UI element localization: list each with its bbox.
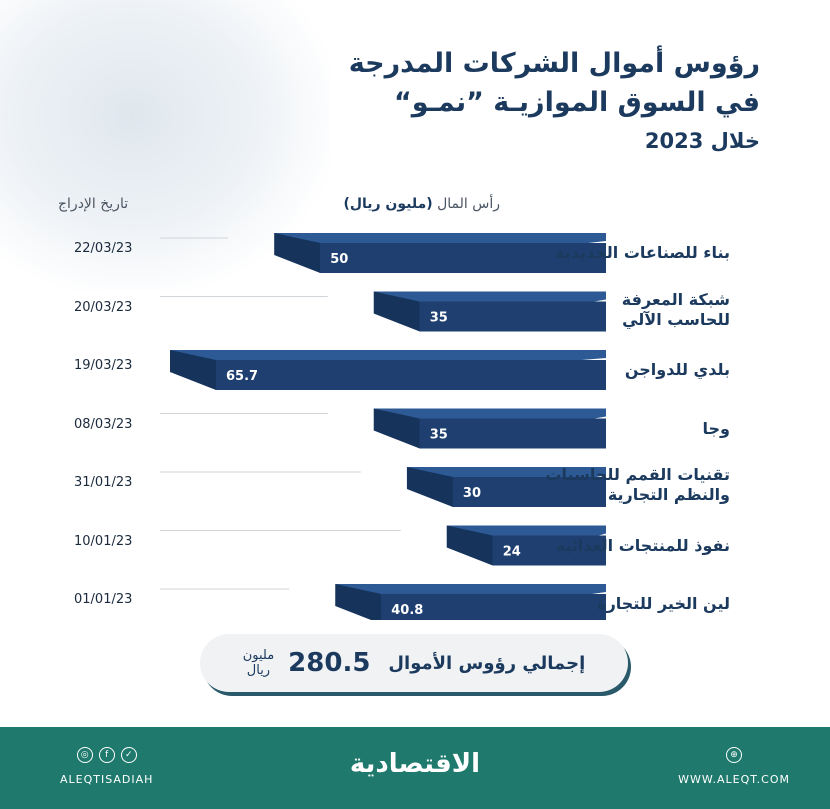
category-label: شبكة المعرفة للحاسب الآلي (622, 290, 730, 330)
bar-end-face (335, 584, 382, 620)
total-box: إجمالي رؤوس الأموال 280.5 مليون ريال (200, 634, 628, 692)
chart-title-line1: رؤوس أموال الشركات المدرجة (348, 48, 760, 79)
category-label: بناء للصناعات الحديدية (555, 243, 730, 263)
date-label: 31/01/23 (74, 475, 133, 490)
date-column-header: تاريخ الإدراج (58, 196, 129, 212)
bar-end-face (446, 525, 493, 566)
date-label: 22/03/23 (74, 241, 133, 256)
total-label: إجمالي رؤوس الأموال (388, 652, 586, 674)
category-label: لين الخير للتجارة (597, 594, 730, 614)
value-label: 30 (463, 486, 481, 501)
total-value: 280.5 (288, 648, 371, 678)
footer-site-url[interactable]: WWW.ALEQT.COM (678, 773, 790, 786)
total-unit: مليون ريال (243, 648, 274, 678)
date-label: 01/01/23 (74, 592, 133, 607)
date-label: 10/01/23 (74, 533, 133, 549)
bar (419, 301, 606, 332)
value-label: 40.8 (391, 603, 423, 618)
date-label: 20/03/23 (74, 299, 133, 315)
capital-header-unit: (مليون ريال) (343, 196, 433, 212)
bar (216, 360, 606, 390)
title-block: رؤوس أموال الشركات المدرجة في السوق المو… (300, 45, 760, 153)
category-label-line: تقنيات القمم للحاسبات (545, 465, 730, 484)
value-label: 24 (503, 545, 521, 560)
value-label: 65.7 (226, 369, 258, 384)
bar-end-face (373, 291, 420, 332)
category-label-line: والنظم التجارية (607, 485, 730, 504)
footer-logo: الاقتصادية (349, 749, 481, 779)
twitter-icon[interactable]: ✓ (120, 747, 137, 763)
bar (320, 243, 606, 273)
facebook-icon[interactable]: f (98, 747, 115, 763)
value-label: 35 (430, 311, 448, 326)
chart-subtitle: خلال 2023 (644, 129, 760, 153)
category-label: بلدي للدواجن (625, 360, 730, 380)
bar (419, 418, 606, 449)
footer-social: ◎ f ✓ ALEQTISADIAH (60, 747, 153, 786)
bar (452, 477, 606, 507)
date-label: 08/03/23 (74, 416, 133, 432)
date-label: 19/03/23 (74, 358, 133, 373)
total-unit-line1: مليون (242, 648, 275, 663)
footer: ◎ f ✓ ALEQTISADIAH الاقتصادية ⊕ WWW.ALEQ… (0, 727, 830, 809)
footer-website[interactable]: ⊕ WWW.ALEQT.COM (678, 747, 790, 786)
category-label-line: للحاسب الآلي (622, 309, 730, 329)
web-icon: ⊕ (726, 747, 743, 763)
capital-column-header: رأس المال (مليون ريال) (343, 196, 500, 212)
bar-end-face (406, 467, 453, 507)
category-label: تقنيات القمم للحاسبات والنظم التجارية (545, 465, 730, 505)
footer-handle[interactable]: ALEQTISADIAH (60, 773, 154, 786)
category-label-line: بلدي للدواجن (624, 360, 730, 379)
value-label: 35 (430, 428, 448, 443)
value-label: 50 (330, 252, 348, 267)
category-label-line: بناء للصناعات الحديدية (555, 243, 730, 262)
category-label-line: شبكة المعرفة (621, 289, 730, 309)
chart-title-line2: في السوق الموازيـة ”نمـو“ (394, 87, 760, 118)
bar-end-face (373, 408, 420, 449)
capital-header-text: رأس المال (437, 196, 500, 212)
category-label-line: وجا (702, 418, 730, 438)
bar-end-face (274, 233, 321, 273)
category-label-line: لين الخير للتجارة (597, 594, 730, 613)
total-unit-line2: ريال (246, 663, 271, 678)
instagram-icon[interactable]: ◎ (76, 747, 93, 763)
bar-end-face (170, 350, 216, 390)
bar (381, 594, 606, 620)
category-label: وجا (703, 419, 730, 439)
category-label-line: نفوذ للمنتجات الغذائية (555, 535, 730, 555)
category-label: نفوذ للمنتجات الغذائية (556, 536, 730, 556)
bar-chart: 50 35 65.7 35 30 24 40.8 (160, 233, 606, 620)
bar (492, 535, 606, 566)
